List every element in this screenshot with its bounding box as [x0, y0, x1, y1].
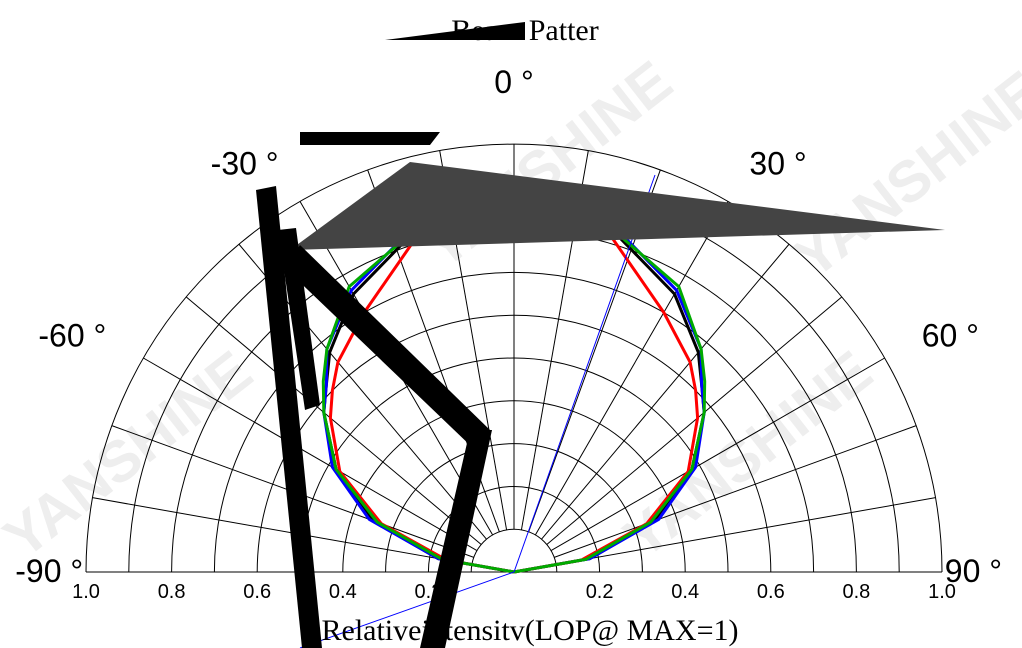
- artifact-bar-30: [300, 132, 440, 145]
- chart-title: Beam Patter: [451, 14, 598, 47]
- angle-label: 90 °: [945, 553, 1002, 589]
- radial-tick-label: 0.6: [757, 581, 785, 603]
- series-curve-left-3: [321, 202, 515, 574]
- watermark-text: YANSHINE: [412, 48, 684, 280]
- grid-spoke: [554, 425, 917, 558]
- radial-tick-label: 1.0: [72, 581, 100, 603]
- radial-tick-label: 0.2: [586, 581, 614, 603]
- radial-tick-label: 0.8: [842, 581, 870, 603]
- grid-spoke: [556, 497, 936, 566]
- grid-spoke: [534, 201, 729, 536]
- artifact-stroke-left: [256, 186, 322, 648]
- artifact-stroke-diag: [285, 245, 490, 450]
- series-curve-right-3: [513, 202, 707, 574]
- guide-line: [299, 571, 515, 648]
- radial-tick-label: 0.4: [671, 581, 699, 603]
- watermark-text: YANSHINE: [0, 338, 264, 570]
- angle-label: 0 °: [494, 64, 533, 100]
- radial-tick-label: 0.8: [158, 581, 186, 603]
- grid-spoke: [143, 357, 478, 552]
- x-axis-label: Relativeintensitv(LOP@ MAX=1): [322, 614, 739, 647]
- angle-label: -90 °: [15, 553, 83, 589]
- artifact-bar-title: [385, 22, 525, 40]
- artifact-stroke-right: [420, 430, 492, 648]
- series-layer: [299, 174, 707, 648]
- grid-ring: [470, 528, 558, 573]
- radial-tick-label: 0.6: [243, 581, 271, 603]
- angle-label: 60 °: [922, 318, 979, 354]
- guide-line: [513, 174, 656, 573]
- artifact-stroke-inner: [278, 228, 320, 410]
- labels: Beam Patter Relativeintensitv(LOP@ MAX=1…: [15, 14, 1002, 647]
- watermark: YANSHINE YANSHINE YANSHINE YANSHINE: [0, 48, 1022, 570]
- grid-spoke: [550, 357, 885, 552]
- angle-label: -30 °: [211, 145, 279, 181]
- grid-spoke: [92, 497, 472, 566]
- artifact-triangle: [290, 162, 945, 250]
- angle-label: 30 °: [749, 145, 806, 181]
- grid-spoke: [541, 243, 790, 540]
- watermark-text: YANSHINE: [782, 58, 1022, 290]
- grid-spoke: [546, 296, 843, 545]
- radial-tick-label: 0.4: [329, 581, 357, 603]
- radial-tick-label: 0.2: [414, 581, 442, 603]
- watermark-text: YANSHINE: [612, 338, 884, 570]
- grid-spoke: [185, 296, 482, 545]
- radial-tick-label: 1.0: [928, 581, 956, 603]
- angle-label: -60 °: [38, 318, 106, 354]
- artifact-shapes: [256, 22, 945, 648]
